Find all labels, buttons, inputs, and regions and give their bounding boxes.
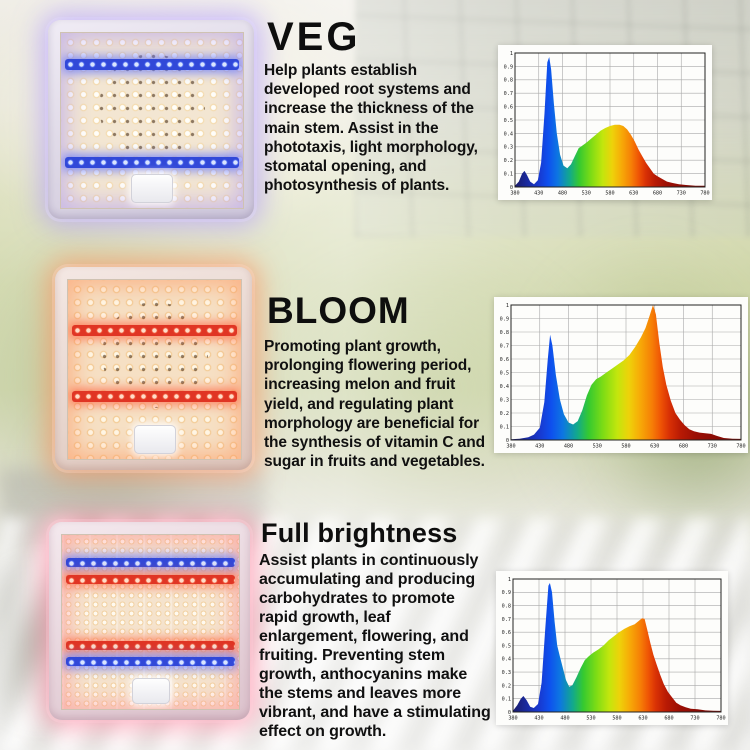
svg-text:1: 1 bbox=[506, 303, 509, 309]
svg-text:0.8: 0.8 bbox=[502, 604, 511, 610]
spectrum-chart-bloom: 0 0.1 0.2 0.3 0.4 0.5 0.6 0.7 0.8 0.9 1 380 430 480 53… bbox=[494, 297, 748, 453]
svg-text:780: 780 bbox=[736, 444, 745, 450]
svg-text:530: 530 bbox=[593, 444, 602, 450]
svg-text:0: 0 bbox=[510, 185, 513, 191]
grow-light-photo-veg bbox=[48, 20, 254, 219]
spectrum-chart-veg: 0 0.1 0.2 0.3 0.4 0.5 0.6 0.7 0.8 0.9 1 380 430 480 53… bbox=[498, 45, 712, 200]
blue-led-strip bbox=[66, 557, 235, 567]
blue-led-strip bbox=[65, 157, 239, 169]
svg-text:0.3: 0.3 bbox=[500, 397, 509, 403]
svg-text:0.5: 0.5 bbox=[504, 118, 513, 124]
svg-text:0.1: 0.1 bbox=[500, 424, 509, 430]
svg-text:0.5: 0.5 bbox=[500, 370, 509, 376]
svg-text:0.1: 0.1 bbox=[502, 697, 511, 703]
grow-light-photo-bloom bbox=[55, 267, 252, 470]
svg-text:0.8: 0.8 bbox=[504, 78, 513, 84]
svg-text:0.3: 0.3 bbox=[504, 145, 513, 151]
svg-text:430: 430 bbox=[534, 191, 543, 197]
svg-text:630: 630 bbox=[629, 191, 638, 197]
svg-text:0.4: 0.4 bbox=[502, 657, 511, 663]
svg-text:1: 1 bbox=[510, 51, 513, 57]
spectrum-chart-svg-veg: 0 0.1 0.2 0.3 0.4 0.5 0.6 0.7 0.8 0.9 1 380 430 480 53… bbox=[498, 45, 712, 200]
svg-text:530: 530 bbox=[582, 191, 591, 197]
svg-text:380: 380 bbox=[510, 191, 519, 197]
driver-box bbox=[131, 678, 170, 704]
svg-text:0.7: 0.7 bbox=[500, 343, 509, 349]
svg-text:480: 480 bbox=[564, 444, 573, 450]
led-board bbox=[60, 32, 244, 209]
svg-text:630: 630 bbox=[638, 716, 647, 722]
red-led-strip bbox=[72, 324, 237, 336]
section-description-bloom: Promoting plant growth, prolonging flowe… bbox=[264, 338, 485, 471]
section-title-full: Full brightness bbox=[261, 518, 458, 548]
svg-text:480: 480 bbox=[560, 716, 569, 722]
svg-text:0: 0 bbox=[506, 438, 509, 444]
spectrum-chart-svg-bloom: 0 0.1 0.2 0.3 0.4 0.5 0.6 0.7 0.8 0.9 1 380 430 480 53… bbox=[494, 297, 748, 453]
svg-text:480: 480 bbox=[558, 191, 567, 197]
red-led-strip bbox=[66, 575, 235, 585]
svg-text:0.8: 0.8 bbox=[500, 330, 509, 336]
center-led-cluster bbox=[99, 53, 205, 160]
svg-text:0.1: 0.1 bbox=[504, 172, 513, 178]
section-description-veg: Help plants establish developed root sys… bbox=[264, 62, 478, 195]
svg-text:0.6: 0.6 bbox=[504, 105, 513, 111]
svg-text:430: 430 bbox=[534, 716, 543, 722]
led-board bbox=[61, 534, 240, 710]
svg-text:380: 380 bbox=[506, 444, 515, 450]
svg-text:680: 680 bbox=[653, 191, 662, 197]
svg-text:580: 580 bbox=[612, 716, 621, 722]
svg-text:680: 680 bbox=[679, 444, 688, 450]
svg-text:380: 380 bbox=[508, 716, 517, 722]
svg-text:580: 580 bbox=[621, 444, 630, 450]
svg-text:0.7: 0.7 bbox=[502, 617, 511, 623]
svg-text:0.6: 0.6 bbox=[502, 630, 511, 636]
section-description-full: Assist plants in continuously accumulati… bbox=[259, 552, 491, 741]
center-led-cluster bbox=[101, 302, 208, 409]
svg-text:530: 530 bbox=[586, 716, 595, 722]
spectrum-chart-full: 0 0.1 0.2 0.3 0.4 0.5 0.6 0.7 0.8 0.9 1 380 430 480 53… bbox=[496, 571, 728, 725]
svg-text:0.2: 0.2 bbox=[504, 158, 513, 164]
grow-light-photo-full bbox=[49, 522, 250, 720]
svg-text:730: 730 bbox=[690, 716, 699, 722]
svg-text:680: 680 bbox=[664, 716, 673, 722]
svg-text:1: 1 bbox=[508, 577, 511, 583]
svg-text:0.7: 0.7 bbox=[504, 91, 513, 97]
svg-text:0.4: 0.4 bbox=[500, 384, 509, 390]
svg-text:0.2: 0.2 bbox=[502, 683, 511, 689]
driver-box bbox=[133, 425, 176, 454]
svg-text:730: 730 bbox=[708, 444, 717, 450]
svg-text:0.9: 0.9 bbox=[504, 64, 513, 70]
svg-text:430: 430 bbox=[535, 444, 544, 450]
svg-text:0.9: 0.9 bbox=[500, 316, 509, 322]
svg-text:0.6: 0.6 bbox=[500, 357, 509, 363]
svg-text:0.2: 0.2 bbox=[500, 411, 509, 417]
led-board bbox=[67, 279, 242, 460]
svg-text:780: 780 bbox=[716, 716, 725, 722]
svg-text:780: 780 bbox=[700, 191, 709, 197]
red-led-strip bbox=[72, 390, 237, 402]
svg-text:630: 630 bbox=[650, 444, 659, 450]
blue-led-strip bbox=[65, 59, 239, 71]
svg-text:0.3: 0.3 bbox=[502, 670, 511, 676]
svg-text:0.5: 0.5 bbox=[502, 643, 511, 649]
svg-text:730: 730 bbox=[677, 191, 686, 197]
spectrum-chart-svg-full: 0 0.1 0.2 0.3 0.4 0.5 0.6 0.7 0.8 0.9 1 380 430 480 53… bbox=[496, 571, 728, 725]
svg-text:0.4: 0.4 bbox=[504, 131, 513, 137]
svg-text:0.9: 0.9 bbox=[502, 590, 511, 596]
driver-box bbox=[131, 174, 173, 203]
section-title-bloom: BLOOM bbox=[267, 290, 410, 331]
blue-led-strip bbox=[66, 656, 235, 666]
section-title-veg: VEG bbox=[267, 15, 361, 59]
svg-text:0: 0 bbox=[508, 710, 511, 716]
red-led-strip bbox=[66, 641, 235, 651]
svg-text:580: 580 bbox=[605, 191, 614, 197]
